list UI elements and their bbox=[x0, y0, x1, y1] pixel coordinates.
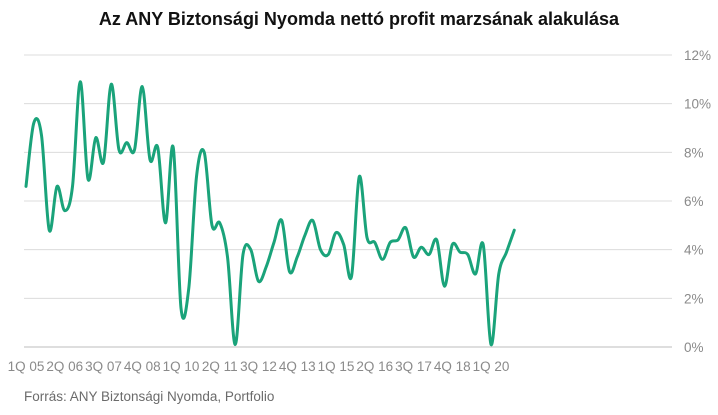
x-tick-label: 1Q 15 bbox=[318, 359, 355, 374]
x-tick-label: 4Q 18 bbox=[434, 359, 471, 374]
x-tick-label: 3Q 17 bbox=[395, 359, 432, 374]
x-tick-label: 3Q 12 bbox=[240, 359, 277, 374]
y-tick-label: 4% bbox=[684, 243, 704, 258]
y-axis-tick-labels: 0% 2% 4% 6% 8% 10% 12% bbox=[684, 48, 711, 355]
y-tick-label: 12% bbox=[684, 48, 711, 63]
x-axis-tick-labels: 1Q 05 2Q 06 3Q 07 4Q 08 1Q 10 2Q 11 3Q 12 4Q 13… bbox=[8, 359, 510, 374]
x-tick-label: 3Q 07 bbox=[85, 359, 122, 374]
source-note: Forrás: ANY Biztonsági Nyomda, Portfolio bbox=[24, 389, 275, 404]
x-tick-label: 2Q 16 bbox=[356, 359, 393, 374]
x-tick-label: 1Q 10 bbox=[163, 359, 200, 374]
series-lines bbox=[24, 80, 516, 347]
x-tick-label: 4Q 13 bbox=[279, 359, 316, 374]
y-tick-label: 2% bbox=[684, 291, 704, 306]
chart-title: Az ANY Biztonsági Nyomda nettó profit ma… bbox=[98, 9, 620, 29]
x-tick-label: 1Q 05 bbox=[8, 359, 45, 374]
y-tick-label: 8% bbox=[684, 145, 704, 160]
gridlines bbox=[24, 54, 672, 348]
y-tick-label: 10% bbox=[684, 97, 711, 112]
x-tick-label: 2Q 11 bbox=[202, 359, 238, 374]
series-line bbox=[24, 80, 516, 347]
x-tick-label: 4Q 08 bbox=[124, 359, 161, 374]
y-tick-label: 0% bbox=[684, 340, 704, 355]
x-tick-label: 1Q 20 bbox=[473, 359, 510, 374]
y-tick-label: 6% bbox=[684, 194, 704, 209]
x-tick-label: 2Q 06 bbox=[46, 359, 83, 374]
